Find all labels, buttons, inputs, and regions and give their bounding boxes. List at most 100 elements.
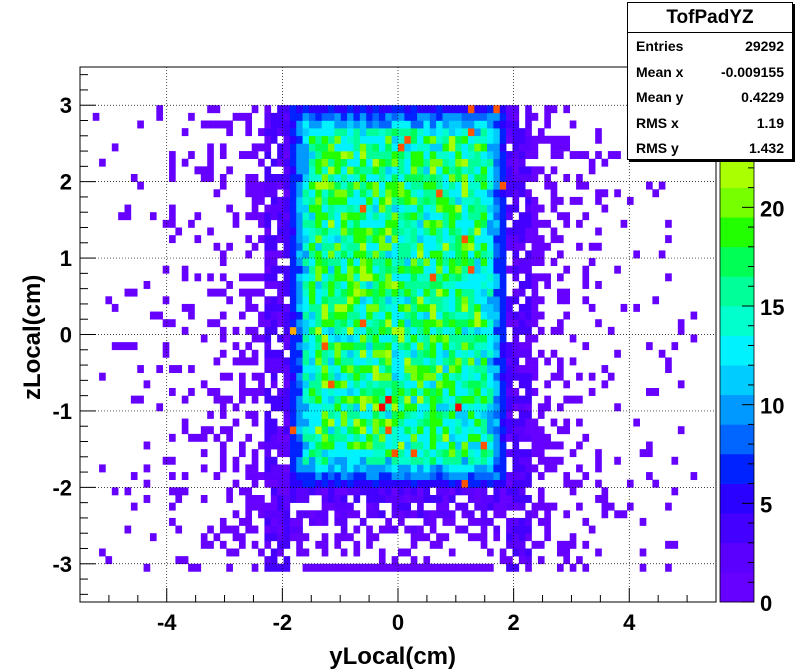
- heatmap-cell: [436, 533, 443, 542]
- heatmap-cell: [289, 426, 297, 435]
- heatmap-cell: [372, 265, 380, 274]
- heatmap-cell: [334, 258, 342, 267]
- heatmap-cell: [315, 135, 322, 144]
- heatmap-cell: [207, 525, 214, 534]
- heatmap-cell: [518, 464, 526, 473]
- heatmap-cell: [404, 112, 412, 121]
- heatmap-cell: [283, 166, 291, 175]
- heatmap-cell: [544, 433, 551, 442]
- heatmap-cell: [423, 388, 431, 396]
- heatmap-cell: [525, 533, 532, 542]
- heatmap-cell: [302, 479, 310, 488]
- heatmap-cell: [264, 105, 272, 114]
- heatmap-cell: [277, 517, 284, 526]
- heatmap-cell: [448, 166, 456, 175]
- heatmap-cell: [398, 143, 405, 152]
- heatmap-cell: [499, 219, 507, 228]
- heatmap-cell: [423, 334, 431, 343]
- heatmap-cell: [334, 151, 342, 160]
- heatmap-cell: [525, 357, 532, 366]
- heatmap-cell: [493, 120, 501, 129]
- heatmap-cell: [213, 189, 221, 198]
- heatmap-cell: [499, 311, 507, 320]
- heatmap-cell: [499, 548, 507, 557]
- heatmap-cell: [321, 464, 329, 473]
- heatmap-cell: [531, 258, 539, 267]
- heatmap-cell: [499, 510, 507, 519]
- heatmap-cell: [448, 151, 456, 160]
- heatmap-cell: [665, 365, 672, 374]
- heatmap-cell: [321, 158, 329, 167]
- heatmap-cell: [391, 250, 399, 259]
- heatmap-cell: [302, 204, 310, 213]
- heatmap-cell: [525, 410, 532, 419]
- heatmap-cell: [467, 349, 475, 358]
- heatmap-cell: [398, 495, 405, 503]
- heatmap-cell: [391, 563, 399, 572]
- heatmap-cell: [404, 342, 412, 351]
- heatmap-cell: [518, 242, 526, 251]
- heatmap-cell: [398, 196, 405, 205]
- heatmap-cell: [525, 403, 532, 412]
- heatmap-cell: [385, 250, 392, 259]
- heatmap-cell: [378, 303, 386, 312]
- heatmap-cell: [442, 487, 450, 496]
- heatmap-cell: [398, 227, 405, 236]
- heatmap-cell: [404, 265, 412, 274]
- heatmap-cell: [207, 319, 214, 328]
- heatmap-cell: [531, 143, 539, 152]
- heatmap-cell: [467, 342, 475, 351]
- heatmap-cell: [493, 181, 501, 190]
- heatmap-cell: [277, 151, 284, 160]
- heatmap-cell: [455, 418, 462, 427]
- heatmap-cell: [302, 349, 310, 358]
- heatmap-cell: [480, 464, 488, 473]
- heatmap-cell: [308, 510, 316, 519]
- heatmap-cell: [366, 166, 373, 175]
- heatmap-cell: [474, 334, 481, 343]
- heatmap-cell: [487, 158, 494, 167]
- heatmap-cell: [423, 487, 431, 496]
- heatmap-cell: [340, 563, 348, 572]
- heatmap-cell: [366, 319, 373, 328]
- heatmap-cell: [455, 372, 462, 381]
- heatmap-cell: [264, 563, 272, 572]
- heatmap-cell: [385, 227, 392, 236]
- heatmap-cell: [398, 357, 405, 366]
- heatmap-cell: [417, 495, 424, 503]
- heatmap-cell: [569, 449, 577, 458]
- heatmap-cell: [436, 281, 443, 289]
- heatmap-cell: [296, 326, 303, 335]
- heatmap-cell: [417, 227, 424, 236]
- heatmap-cell: [448, 426, 456, 435]
- heatmap-cell: [563, 212, 571, 221]
- heatmap-cell: [289, 441, 297, 450]
- heatmap-cell: [315, 120, 322, 129]
- heatmap-cell: [283, 189, 291, 198]
- heatmap-cell: [480, 242, 488, 251]
- heatmap-cell: [258, 472, 265, 481]
- heatmap-cell: [448, 349, 456, 358]
- heatmap-cell: [398, 502, 405, 511]
- heatmap-cell: [385, 365, 392, 374]
- heatmap-cell: [487, 441, 494, 450]
- heatmap-cell: [595, 479, 602, 488]
- color-scale-segment: [720, 246, 754, 277]
- heatmap-cell: [391, 265, 399, 274]
- heatmap-cell: [518, 319, 526, 328]
- heatmap-cell: [245, 128, 253, 137]
- heatmap-cell: [537, 441, 545, 450]
- heatmap-cell: [277, 495, 284, 503]
- heatmap-cell: [518, 342, 526, 351]
- heatmap-cell: [130, 174, 138, 182]
- heatmap-cell: [493, 112, 501, 121]
- z-tick-label: 10: [760, 394, 784, 419]
- heatmap-cell: [213, 472, 221, 481]
- heatmap-cell: [525, 296, 532, 305]
- heatmap-cell: [283, 495, 291, 503]
- heatmap-cell: [302, 258, 310, 267]
- heatmap-cell: [461, 204, 469, 213]
- heatmap-cell: [321, 265, 329, 274]
- heatmap-cell: [366, 540, 373, 549]
- heatmap-cell: [582, 151, 590, 160]
